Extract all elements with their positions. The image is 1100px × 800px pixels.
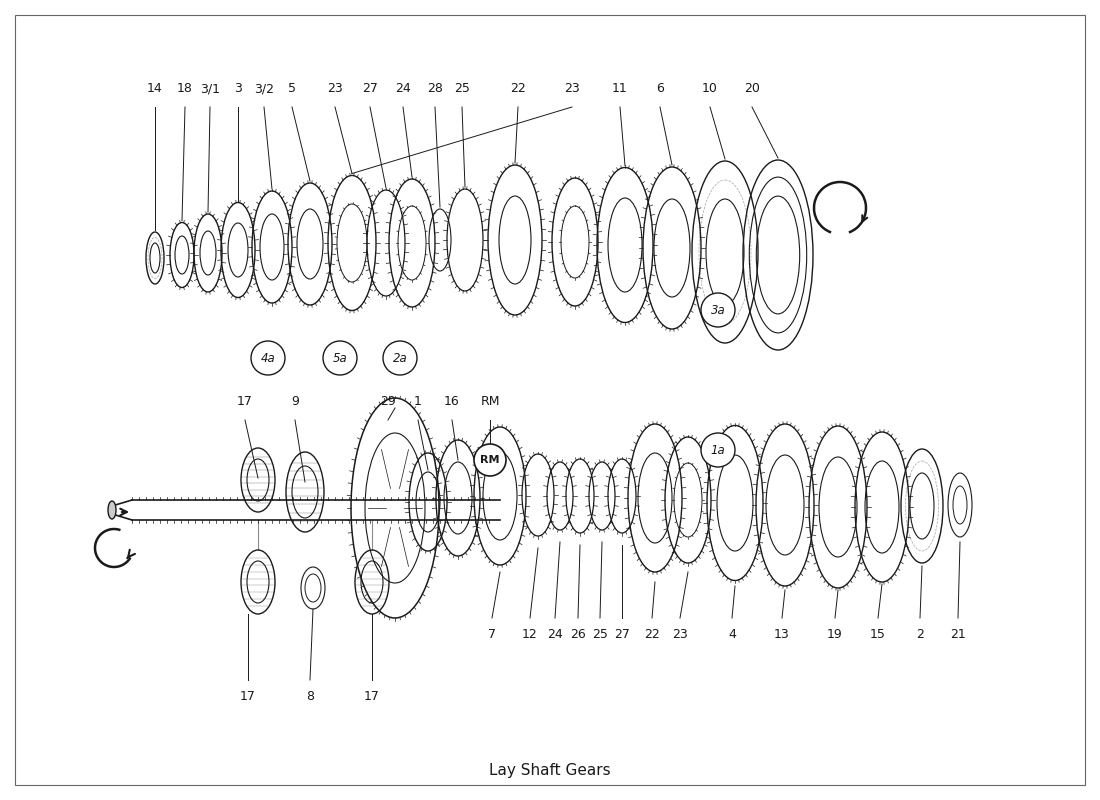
Text: 27: 27 bbox=[614, 628, 630, 641]
Text: 3/1: 3/1 bbox=[200, 82, 220, 95]
Text: 24: 24 bbox=[547, 628, 563, 641]
Text: 23: 23 bbox=[564, 82, 580, 95]
Text: 9: 9 bbox=[292, 395, 299, 408]
Text: 8: 8 bbox=[306, 690, 313, 703]
Circle shape bbox=[323, 341, 358, 375]
Text: 24: 24 bbox=[395, 82, 411, 95]
Text: 2a: 2a bbox=[393, 351, 407, 365]
Text: 2: 2 bbox=[916, 628, 924, 641]
Circle shape bbox=[474, 444, 506, 476]
Text: 23: 23 bbox=[672, 628, 688, 641]
Text: 16: 16 bbox=[444, 395, 460, 408]
Text: 3a: 3a bbox=[711, 303, 725, 317]
Text: 4: 4 bbox=[728, 628, 736, 641]
Text: 18: 18 bbox=[177, 82, 192, 95]
Text: 25: 25 bbox=[592, 628, 608, 641]
Text: 15: 15 bbox=[870, 628, 886, 641]
Text: 7: 7 bbox=[488, 628, 496, 641]
Text: 5a: 5a bbox=[332, 351, 348, 365]
Text: 3/2: 3/2 bbox=[254, 82, 274, 95]
Text: 13: 13 bbox=[774, 628, 790, 641]
Text: 1: 1 bbox=[414, 395, 422, 408]
Text: 17: 17 bbox=[240, 690, 256, 703]
Text: 25: 25 bbox=[454, 82, 470, 95]
Text: 12: 12 bbox=[522, 628, 538, 641]
Circle shape bbox=[251, 341, 285, 375]
Text: 10: 10 bbox=[702, 82, 718, 95]
Text: 23: 23 bbox=[327, 82, 343, 95]
Text: 22: 22 bbox=[645, 628, 660, 641]
Text: 14: 14 bbox=[147, 82, 163, 95]
Circle shape bbox=[701, 293, 735, 327]
Text: RM: RM bbox=[481, 455, 499, 465]
Text: 29: 29 bbox=[381, 395, 396, 408]
Text: 22: 22 bbox=[510, 82, 526, 95]
Text: 20: 20 bbox=[744, 82, 760, 95]
Text: 1a: 1a bbox=[711, 443, 725, 457]
Circle shape bbox=[383, 341, 417, 375]
Text: 21: 21 bbox=[950, 628, 966, 641]
Text: 27: 27 bbox=[362, 82, 378, 95]
Text: 4a: 4a bbox=[261, 351, 275, 365]
Text: Lay Shaft Gears: Lay Shaft Gears bbox=[490, 762, 610, 778]
Text: 5: 5 bbox=[288, 82, 296, 95]
Ellipse shape bbox=[108, 501, 115, 519]
Circle shape bbox=[701, 433, 735, 467]
Text: 19: 19 bbox=[827, 628, 843, 641]
Text: 11: 11 bbox=[612, 82, 628, 95]
Text: 26: 26 bbox=[570, 628, 586, 641]
Text: RM: RM bbox=[481, 395, 499, 408]
Text: 3: 3 bbox=[234, 82, 242, 95]
Text: 6: 6 bbox=[656, 82, 664, 95]
Text: 17: 17 bbox=[238, 395, 253, 408]
Text: 17: 17 bbox=[364, 690, 380, 703]
Text: 28: 28 bbox=[427, 82, 443, 95]
